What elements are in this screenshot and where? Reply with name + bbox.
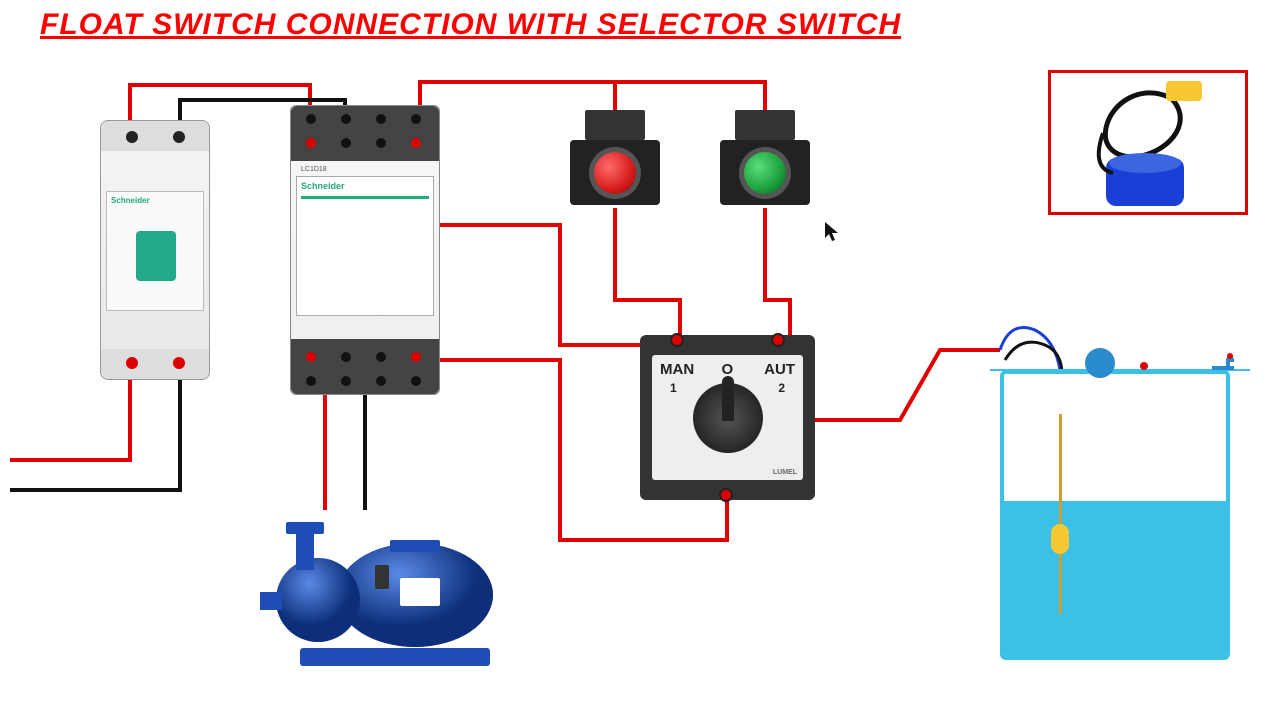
selector-brand-label: LUMEL [773, 469, 797, 476]
float-ball [1051, 524, 1069, 554]
start-push-button[interactable] [720, 110, 810, 205]
water-pump [260, 500, 520, 680]
mcb-breaker: Schneider [100, 120, 210, 380]
sensor-dot [1140, 362, 1148, 370]
selector-pos2-label: 2 [778, 381, 785, 395]
water-tank [1000, 370, 1230, 660]
float-rod [1059, 414, 1062, 614]
tap-icon [1210, 352, 1236, 378]
contactor-brand-label: Schneider [301, 181, 345, 191]
selector-aut-label: AUT [764, 361, 795, 378]
contactor-model-label: LC1D18 [301, 166, 327, 173]
mcb-brand-label: Schneider [111, 196, 150, 205]
selector-switch[interactable]: MAN O AUT 1 2 LUMEL [640, 335, 815, 500]
mcb-toggle[interactable] [136, 231, 176, 281]
cursor-icon [825, 222, 841, 242]
stop-push-button[interactable] [570, 110, 660, 205]
selector-pos1-label: 1 [670, 381, 677, 395]
float-switch-product-box [1048, 70, 1248, 215]
tank-inlet-cap [1085, 348, 1115, 378]
contactor: Schneider LC1D18 [290, 105, 440, 395]
tank-water-level [1004, 501, 1226, 656]
selector-man-label: MAN [660, 361, 694, 378]
